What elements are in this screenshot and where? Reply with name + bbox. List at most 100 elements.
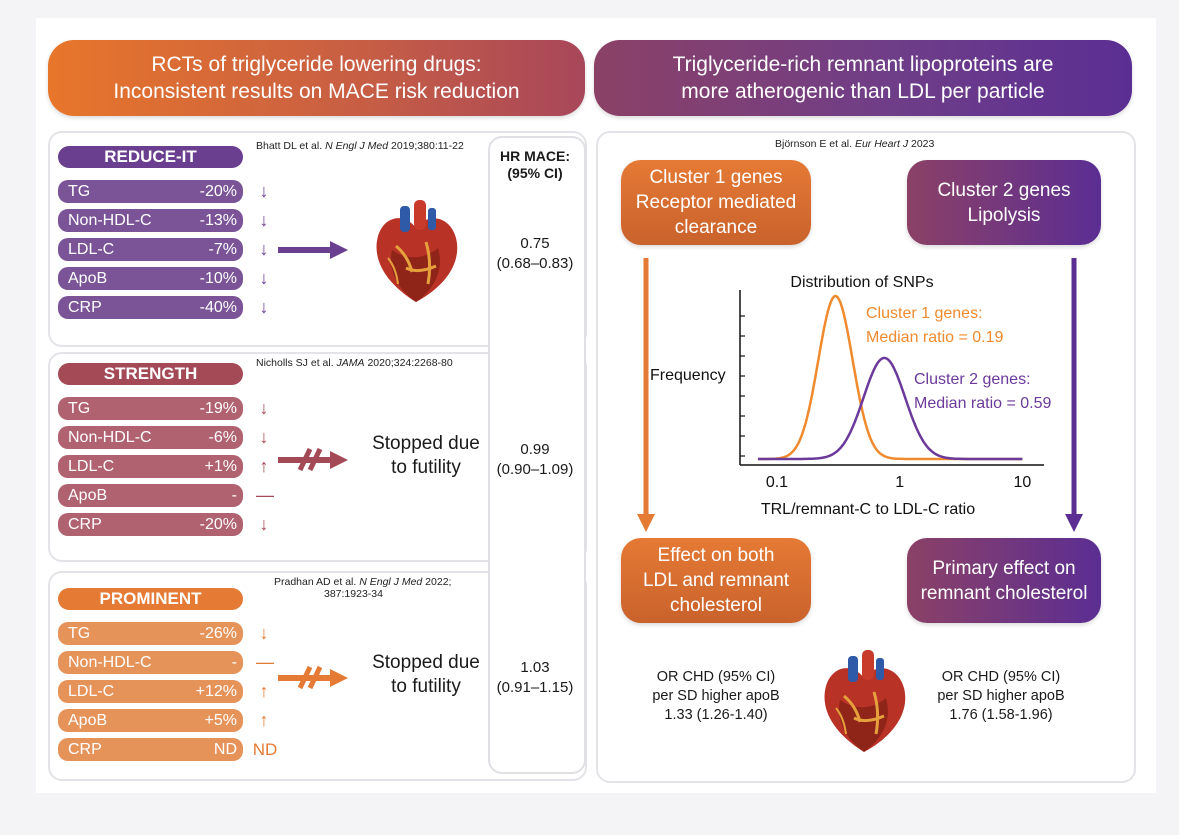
- cluster2-annotation-title: Cluster 2 genes:: [914, 371, 1031, 388]
- strength-hr-value: 0.99: [520, 441, 550, 458]
- right-banner-line1: Triglyceride-rich remnant lipoproteins a…: [672, 53, 1054, 76]
- left-banner-line1: RCTs of triglyceride lowering drugs:: [151, 53, 482, 76]
- strength-reference: Nicholls SJ et al. JAMA 2020;324:2268-80: [256, 357, 453, 369]
- prominent-hr: 1.03 (0.91–1.15): [481, 658, 589, 698]
- prominent-nonhdl-arrow: —: [256, 652, 274, 672]
- strength-outcome: Stopped due to futility: [351, 432, 501, 480]
- strength-hr: 0.99 (0.90–1.09): [481, 440, 589, 480]
- hr-header: HR MACE: (95% CI): [488, 148, 582, 182]
- effect-both-line2: LDL and remnant: [642, 570, 790, 591]
- prominent-tg-bar: TG -26%: [58, 622, 243, 645]
- strength-blocked-arrow: [278, 447, 348, 472]
- chart-title: Distribution of SNPs: [790, 274, 933, 291]
- primary-effect-line1: Primary effect on: [932, 557, 1076, 579]
- effect-both-line1: Effect on both: [657, 545, 775, 566]
- chart-x-tick-label: 10: [1013, 474, 1031, 491]
- reduce-it-ldl-bar: LDL-C -7%: [58, 238, 243, 261]
- chart-xlabel: TRL/remnant-C to LDL-C ratio: [761, 501, 975, 518]
- reduce-it-hr-ci: (0.68–0.83): [496, 255, 574, 272]
- primary-effect-box: Primary effect on remnant cholesterol: [907, 538, 1101, 623]
- cluster1-line3: clearance: [674, 217, 758, 238]
- effect-both-box: Effect on both LDL and remnant cholester…: [621, 538, 811, 623]
- strength-crp-arrow: ↓: [259, 514, 269, 534]
- strength-ldl-arrow: ↑: [259, 456, 269, 476]
- snp-distribution-chart: Distribution of SNPs Frequency 0.1 1 10 Cl…: [650, 274, 1052, 518]
- left-banner: RCTs of triglyceride lowering drugs: Inc…: [48, 40, 585, 116]
- chart-ylabel: Frequency: [650, 367, 726, 384]
- cluster2-or-line2: per SD higher apoB: [937, 688, 1065, 704]
- hr-column: [488, 136, 586, 774]
- strength-outcome-line2: to futility: [391, 457, 461, 478]
- reduce-it-apob-bar: ApoB -10%: [58, 267, 243, 290]
- prominent-crp-bar: CRP ND: [58, 738, 243, 761]
- prominent-apob-arrow: ↑: [259, 710, 269, 730]
- cluster1-annotation-title: Cluster 1 genes:: [866, 305, 983, 322]
- reduce-it-tg-bar: TG -20%: [58, 180, 243, 203]
- cluster2-or-text: OR CHD (95% CI) per SD higher apoB 1.76 …: [916, 668, 1086, 725]
- left-banner-line2: Inconsistent results on MACE risk reduct…: [113, 80, 520, 103]
- reduce-it-nonhdl-bar: Non-HDL-C -13%: [58, 209, 243, 232]
- reduce-it-hr-value: 0.75: [520, 235, 550, 252]
- bjornson-reference: Björnson E et al. Eur Heart J 2023: [775, 138, 935, 150]
- reduce-it-reference: Bhatt DL et al. N Engl J Med 2019;380:11…: [256, 140, 464, 152]
- reduce-it-label: REDUCE-IT: [58, 146, 243, 168]
- cluster2-title: Cluster 2 genes: [937, 179, 1071, 201]
- reduce-it-apob-arrow: ↓: [259, 268, 269, 288]
- cluster1-or-value: 1.33 (1.26-1.40): [664, 707, 768, 723]
- cluster1-or-line1: OR CHD (95% CI): [656, 669, 776, 685]
- reduce-it-nonhdl-arrow: ↓: [259, 210, 269, 230]
- cluster1-or-text: OR CHD (95% CI) per SD higher apoB 1.33 …: [631, 668, 801, 725]
- prominent-tg-arrow: ↓: [259, 623, 269, 643]
- prominent-outcome-line1: Stopped due: [372, 652, 480, 673]
- prominent-label: PROMINENT: [58, 588, 243, 610]
- cluster2-box: Cluster 2 genes Lipolysis: [907, 160, 1101, 245]
- chart-x-tick-labels: 0.1 1 10: [766, 474, 1032, 491]
- cluster2-line2: Lipolysis: [967, 204, 1041, 226]
- cluster1-title: Cluster 1 genes: [649, 167, 783, 188]
- strength-tg-arrow: ↓: [259, 398, 269, 418]
- prominent-nonhdl-bar: Non-HDL-C -: [58, 651, 243, 674]
- right-banner: Triglyceride-rich remnant lipoproteins a…: [594, 40, 1132, 116]
- prominent-reference: Pradhan AD et al. N Engl J Med 2022; 387…: [274, 576, 452, 600]
- hr-header-line1: HR MACE:: [500, 148, 570, 164]
- prominent-hr-value: 1.03: [520, 659, 550, 676]
- prominent-apob-bar: ApoB +5%: [58, 709, 243, 732]
- reduce-it-effect-arrow: [278, 241, 348, 259]
- cluster2-or-line1: OR CHD (95% CI): [941, 669, 1061, 685]
- strength-apob-bar: ApoB -: [58, 484, 243, 507]
- heart-icon: [824, 650, 906, 752]
- reduce-it-tg-arrow: ↓: [259, 181, 269, 201]
- primary-effect-line2: remnant cholesterol: [920, 582, 1088, 604]
- reduce-it-hr: 0.75 (0.68–0.83): [481, 234, 589, 274]
- strength-nonhdl-arrow: ↓: [259, 427, 269, 447]
- cluster2-distribution-curve: [757, 356, 1023, 461]
- heart-icon: [376, 200, 458, 302]
- cluster2-down-arrow: [1065, 258, 1083, 532]
- prominent-ldl-bar: LDL-C +12%: [58, 680, 243, 703]
- strength-label: STRENGTH: [58, 363, 243, 385]
- right-banner-line2: more atherogenic than LDL per particle: [681, 80, 1045, 103]
- cluster1-box: Cluster 1 genes Receptor mediated cleara…: [621, 160, 811, 245]
- prominent-crp-nd: ND: [252, 740, 278, 759]
- hr-header-line2: (95% CI): [507, 165, 563, 181]
- cluster1-line2: Receptor mediated: [635, 192, 797, 213]
- strength-nonhdl-bar: Non-HDL-C -6%: [58, 426, 243, 449]
- prominent-ldl-arrow: ↑: [259, 681, 269, 701]
- strength-apob-arrow: —: [256, 485, 274, 505]
- prominent-reference-line2: 387:1923-34: [324, 588, 383, 600]
- strength-tg-bar: TG -19%: [58, 397, 243, 420]
- chart-x-tick-label: 0.1: [766, 474, 788, 491]
- cluster2-or-value: 1.76 (1.58-1.96): [949, 707, 1053, 723]
- prominent-outcome-line2: to futility: [391, 676, 461, 697]
- infographic-canvas: RCTs of triglyceride lowering drugs: Inc…: [36, 18, 1156, 793]
- chart-x-tick-label: 1: [895, 474, 904, 491]
- reduce-it-ldl-arrow: ↓: [259, 239, 269, 259]
- cluster2-median-ratio: Median ratio = 0.59: [914, 395, 1052, 412]
- prominent-hr-ci: (0.91–1.15): [496, 679, 574, 696]
- reduce-it-crp-bar: CRP -40%: [58, 296, 243, 319]
- strength-hr-ci: (0.90–1.09): [496, 461, 574, 478]
- chart-y-ticks: [740, 315, 745, 457]
- reduce-it-crp-arrow: ↓: [259, 297, 269, 317]
- effect-both-line3: cholesterol: [670, 595, 762, 616]
- cluster1-or-line2: per SD higher apoB: [652, 688, 780, 704]
